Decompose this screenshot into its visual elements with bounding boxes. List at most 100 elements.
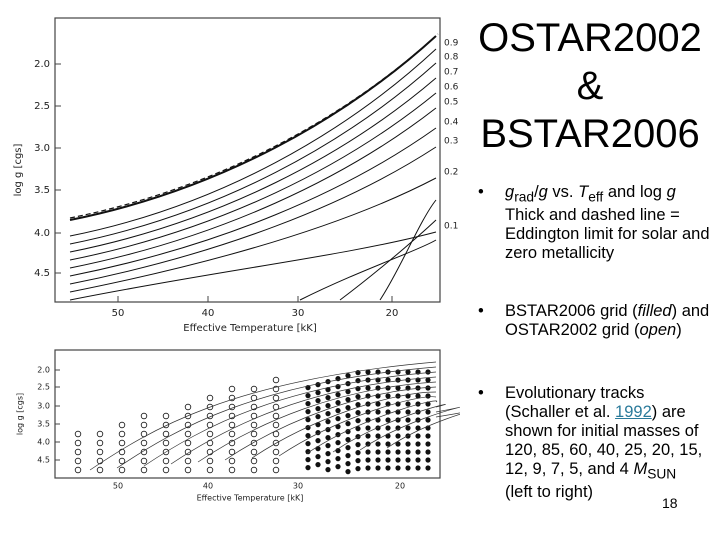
text: eff	[588, 189, 604, 205]
y-tick-label: 2.0	[34, 59, 50, 70]
grid-point-open	[206, 466, 214, 474]
grid-point-filled	[385, 393, 391, 399]
grid-point-filled	[315, 390, 321, 396]
text: open	[639, 321, 677, 339]
grid-point-open	[184, 457, 192, 465]
grid-point-open	[184, 412, 192, 420]
grid-point-filled	[375, 417, 381, 423]
grid-point-open	[118, 448, 126, 456]
grid-point-filled	[345, 389, 351, 395]
grid-point-filled	[405, 401, 411, 407]
x-tick-label: 20	[386, 308, 399, 319]
curve-label: 0.6	[444, 83, 459, 93]
grid-point-open	[228, 412, 236, 420]
grid-point-filled	[395, 369, 401, 375]
grid-point-filled	[415, 449, 421, 455]
text: SUN	[647, 466, 677, 482]
grid-point-open	[140, 457, 148, 465]
grid-point-filled	[355, 450, 361, 456]
link[interactable]: 1992	[615, 403, 652, 421]
grid-point-filled	[425, 409, 431, 415]
grid-point-filled	[395, 449, 401, 455]
grid-point-filled	[395, 393, 401, 399]
x-tick-label: 40	[203, 482, 213, 491]
title-line: OSTAR2002	[478, 16, 702, 60]
grid-point-filled	[395, 465, 401, 471]
grid-point-filled	[305, 433, 311, 439]
curve	[69, 107, 437, 269]
grid-point-open	[96, 457, 104, 465]
title-line: BSTAR2006	[480, 112, 700, 156]
grid-point-open	[162, 448, 170, 456]
grid-point-filled	[325, 411, 331, 417]
grid-point-open	[272, 376, 280, 384]
grid-point-filled	[335, 408, 341, 414]
grid-point-filled	[345, 445, 351, 451]
curve-label: 0.9	[444, 39, 459, 49]
grid-point-filled	[305, 465, 311, 471]
curve-label: 0.7	[444, 68, 458, 78]
grid-point-filled	[355, 442, 361, 448]
grid-point-filled	[345, 461, 351, 467]
grid-point-open	[140, 412, 148, 420]
grid-point-filled	[385, 449, 391, 455]
grid-point-open	[162, 439, 170, 447]
grid-point-filled	[335, 456, 341, 462]
track	[116, 366, 437, 469]
grid-point-filled	[305, 393, 311, 399]
text: filled	[637, 302, 672, 320]
curve-label: 0.2	[444, 168, 458, 178]
grid-point-open	[96, 466, 104, 474]
grid-point-filled	[415, 457, 421, 463]
grid-point-open	[140, 439, 148, 447]
grid-point-open	[74, 448, 82, 456]
x-tick-label: 30	[293, 482, 303, 491]
grid-point-filled	[415, 465, 421, 471]
curve	[379, 199, 437, 301]
grid-point-filled	[405, 441, 411, 447]
grid-point-open	[96, 439, 104, 447]
grid-point-filled	[425, 369, 431, 375]
curve	[299, 239, 437, 301]
grid-point-open	[250, 457, 258, 465]
grid-point-open	[228, 448, 236, 456]
grid-point-open	[250, 430, 258, 438]
grid-point-filled	[415, 401, 421, 407]
grid-point-open	[74, 466, 82, 474]
grid-point-filled	[355, 402, 361, 408]
grid-point-filled	[425, 393, 431, 399]
grid-point-filled	[365, 385, 371, 391]
grid-point-filled	[335, 440, 341, 446]
grid-point-filled	[345, 413, 351, 419]
curve-label: 0.3	[444, 137, 458, 147]
grid-point-filled	[355, 458, 361, 464]
grid-point-filled	[365, 369, 371, 375]
track	[251, 391, 437, 459]
bullet: • grad/g vs. Teff and log g Thick and das…	[478, 183, 710, 263]
text: Thick and dashed line = Eddington limit …	[505, 206, 710, 263]
text: BSTAR2006 grid (	[505, 302, 638, 320]
grid-point-open	[184, 430, 192, 438]
grid-point-open	[206, 412, 214, 420]
curve-label: 0.1	[444, 222, 458, 232]
grid-point-open	[272, 439, 280, 447]
grid-point-filled	[425, 433, 431, 439]
grid-point-open	[272, 412, 280, 420]
curve	[69, 92, 437, 261]
bullet: • Evolutionary tracks (Schaller et al. 1…	[478, 384, 703, 502]
track	[332, 404, 446, 453]
bullet: • BSTAR2006 grid (filled) and OSTAR2002 …	[478, 302, 710, 339]
y-tick-label: 4.5	[37, 456, 50, 465]
grid-point-filled	[375, 401, 381, 407]
grid-point-filled	[325, 467, 331, 473]
grid-point-filled	[335, 416, 341, 422]
x-axis-label: Effective Temperature [kK]	[197, 494, 304, 503]
curve-label: 0.8	[444, 53, 459, 63]
text: )	[676, 321, 682, 339]
grid-point-filled	[405, 465, 411, 471]
grid-point-open	[162, 412, 170, 420]
text: and log	[603, 183, 667, 201]
track	[197, 381, 437, 463]
grid-point-filled	[365, 457, 371, 463]
grid-point-filled	[325, 443, 331, 449]
